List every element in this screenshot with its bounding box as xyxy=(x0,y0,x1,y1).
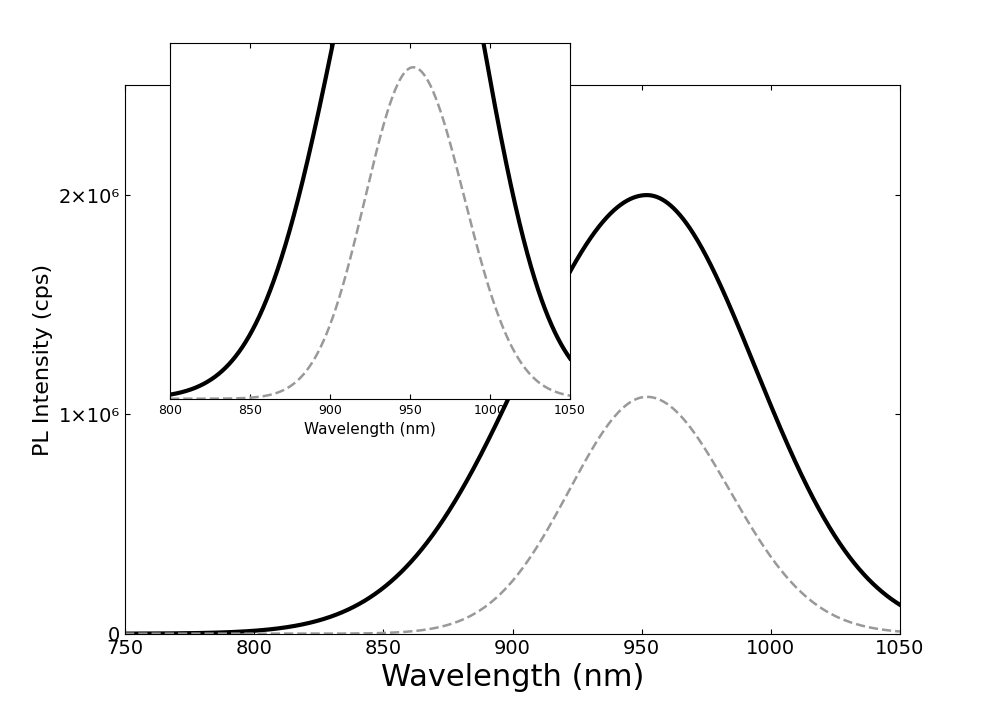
X-axis label: Wavelength (nm): Wavelength (nm) xyxy=(381,663,644,692)
X-axis label: Wavelength (nm): Wavelength (nm) xyxy=(304,422,436,437)
Y-axis label: PL Intensity (cps): PL Intensity (cps) xyxy=(33,263,53,456)
